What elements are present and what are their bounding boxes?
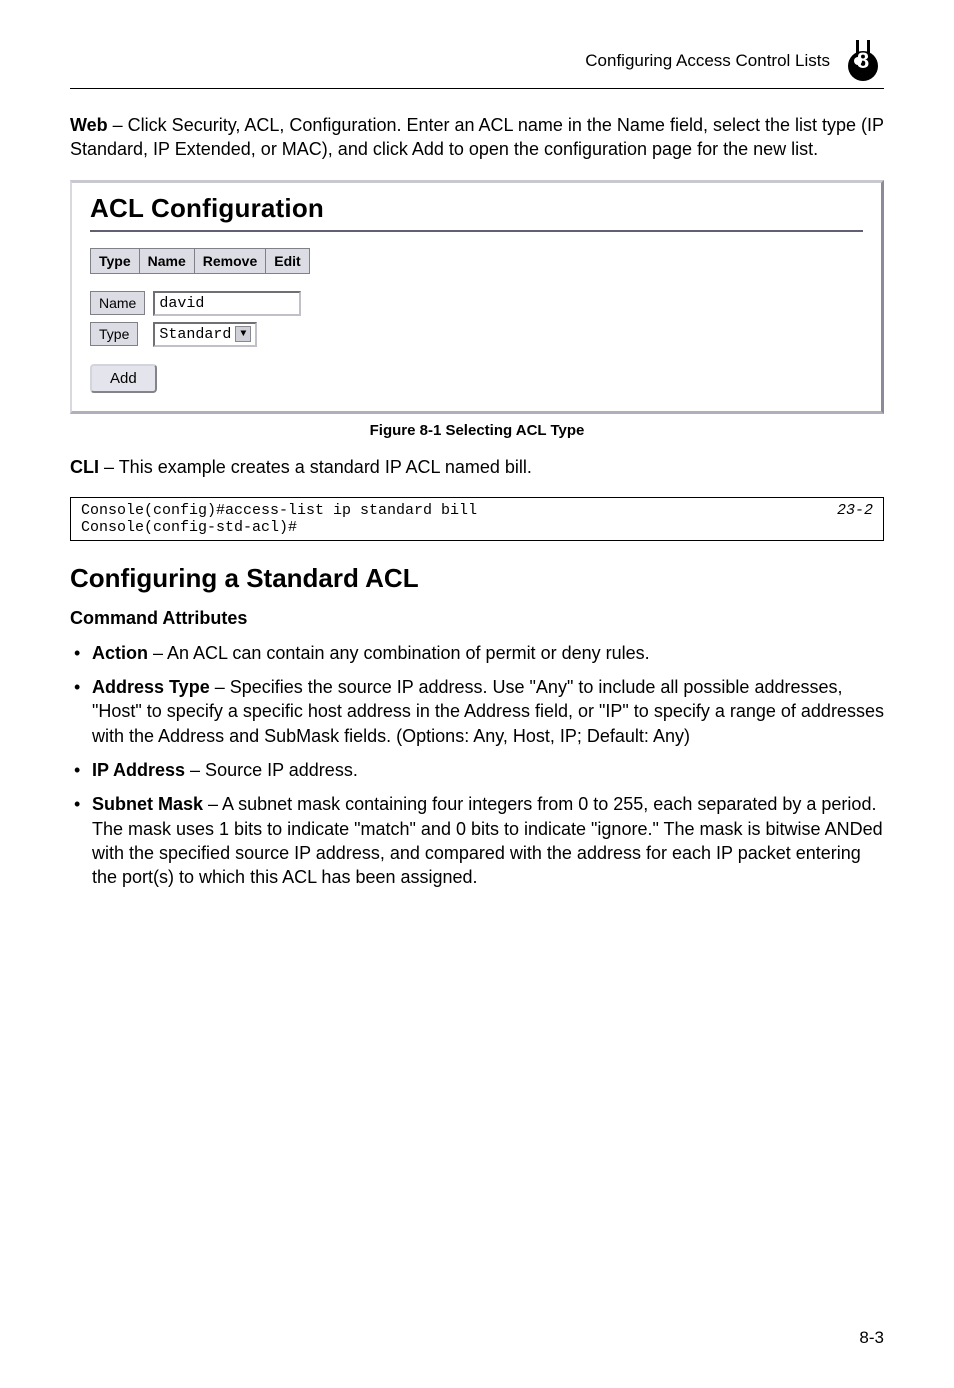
chapter-badge: 8 [842,40,884,82]
page-number: 8-3 [859,1328,884,1348]
type-select-value: Standard [159,326,231,343]
list-item: Action – An ACL can contain any combinat… [70,641,884,665]
attr-label: Address Type [92,677,210,697]
chevron-down-icon: ▼ [235,326,251,342]
attr-text: – Specifies the source IP address. Use "… [92,677,884,746]
header-rule [70,88,884,89]
col-remove: Remove [194,248,265,273]
list-item: Subnet Mask – A subnet mask containing f… [70,792,884,889]
name-input[interactable] [153,291,301,316]
attr-text: – Source IP address. [185,760,358,780]
add-button[interactable]: Add [90,364,157,393]
attr-label: Action [92,643,148,663]
cli-ref: 23-2 [837,502,873,536]
subheading: Command Attributes [70,608,884,629]
command-attributes-list: Action – An ACL can contain any combinat… [70,641,884,890]
section-heading: Configuring a Standard ACL [70,563,884,594]
table-header-row: Type Name Remove Edit [91,248,310,273]
attr-label: Subnet Mask [92,794,203,814]
attr-text: – An ACL can contain any combination of … [148,643,650,663]
attr-label: IP Address [92,760,185,780]
acl-config-panel: ACL Configuration Type Name Remove Edit … [70,180,884,414]
list-item: IP Address – Source IP address. [70,758,884,782]
acl-list-table: Type Name Remove Edit [90,248,310,274]
type-select[interactable]: Standard ▼ [153,322,257,347]
type-label: Type [90,322,138,346]
attr-text: – A subnet mask containing four integers… [92,794,883,887]
col-edit: Edit [266,248,309,273]
panel-title-rule [90,230,863,232]
intro-paragraph: Web – Click Security, ACL, Configuration… [70,113,884,162]
running-header: Configuring Access Control Lists [585,51,830,71]
col-name: Name [139,248,194,273]
intro-text: – Click Security, ACL, Configuration. En… [70,115,884,159]
col-type: Type [91,248,140,273]
cli-intro: CLI – This example creates a standard IP… [70,455,884,479]
cli-block: Console(config)#access-list ip standard … [70,497,884,541]
name-label: Name [90,291,145,315]
cli-lines: Console(config)#access-list ip standard … [81,502,477,536]
panel-title: ACL Configuration [90,193,863,224]
cli-label: CLI [70,457,99,477]
figure-caption: Figure 8-1 Selecting ACL Type [70,422,884,439]
cli-intro-text: – This example creates a standard IP ACL… [99,457,532,477]
list-item: Address Type – Specifies the source IP a… [70,675,884,748]
web-label: Web [70,115,108,135]
acl-form: Name Type Standard ▼ [90,288,309,350]
chapter-number: 8 [857,48,869,74]
